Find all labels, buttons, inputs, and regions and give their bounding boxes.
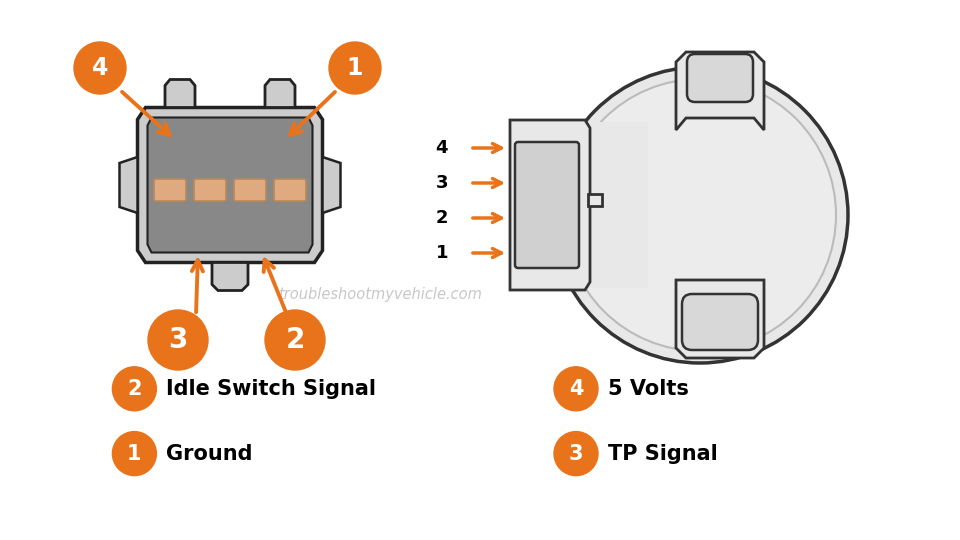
Polygon shape [119, 157, 137, 213]
Text: 3: 3 [436, 174, 448, 192]
Text: 3: 3 [168, 326, 188, 354]
Text: 4: 4 [436, 139, 448, 157]
Circle shape [552, 67, 848, 363]
Circle shape [265, 310, 325, 370]
Polygon shape [137, 107, 323, 262]
Polygon shape [212, 262, 248, 291]
Polygon shape [588, 193, 602, 206]
Text: 2: 2 [436, 209, 448, 227]
Circle shape [112, 367, 156, 411]
FancyBboxPatch shape [154, 179, 186, 201]
Circle shape [554, 367, 598, 411]
FancyBboxPatch shape [687, 54, 753, 102]
Text: 1: 1 [436, 244, 448, 262]
Text: Idle Switch Signal: Idle Switch Signal [166, 379, 376, 399]
Polygon shape [676, 52, 764, 130]
Text: 5 Volts: 5 Volts [608, 379, 689, 399]
FancyBboxPatch shape [682, 294, 758, 350]
Text: Ground: Ground [166, 443, 252, 464]
Bar [588, 122, 648, 288]
Polygon shape [510, 120, 590, 290]
FancyBboxPatch shape [274, 179, 306, 201]
Text: 1: 1 [347, 56, 363, 80]
Text: TP Signal: TP Signal [608, 443, 718, 464]
Circle shape [112, 431, 156, 476]
Polygon shape [323, 157, 341, 213]
Text: 2: 2 [127, 379, 142, 399]
Circle shape [564, 79, 836, 351]
Polygon shape [265, 79, 295, 107]
FancyBboxPatch shape [194, 179, 226, 201]
FancyBboxPatch shape [515, 142, 579, 268]
Circle shape [329, 42, 381, 94]
Text: 4: 4 [568, 379, 584, 399]
Polygon shape [165, 79, 195, 107]
Text: 2: 2 [285, 326, 304, 354]
Text: 4: 4 [92, 56, 108, 80]
Text: troubleshootmyvehicle.com: troubleshootmyvehicle.com [278, 287, 482, 302]
Circle shape [554, 431, 598, 476]
Text: 1: 1 [127, 443, 142, 464]
Polygon shape [676, 280, 764, 358]
Text: 3: 3 [568, 443, 584, 464]
Circle shape [148, 310, 208, 370]
Circle shape [74, 42, 126, 94]
Polygon shape [148, 118, 313, 253]
FancyBboxPatch shape [234, 179, 266, 201]
